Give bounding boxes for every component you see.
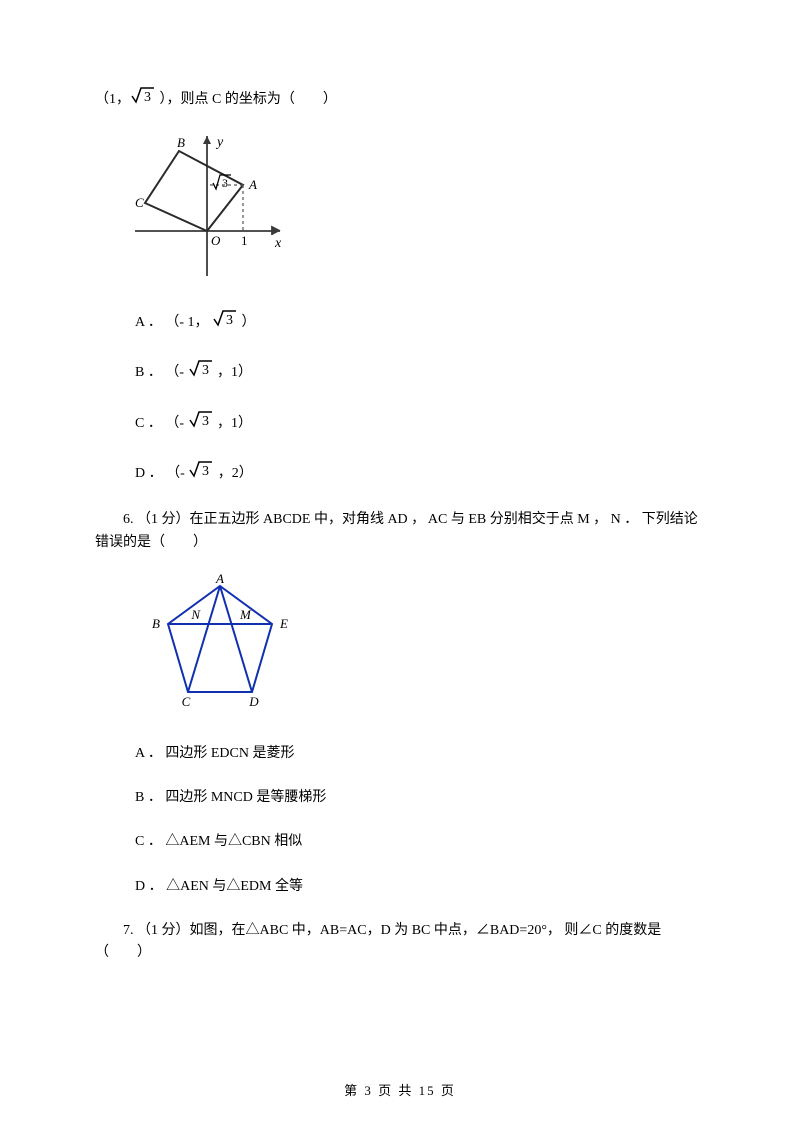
q6-option-d: D ． △AEN 与△EDM 全等 [135, 876, 705, 898]
svg-text:3: 3 [222, 176, 228, 190]
svg-text:3: 3 [202, 363, 209, 378]
sqrt3-icon: 3 [212, 308, 238, 336]
svg-text:3: 3 [202, 414, 209, 429]
svg-text:y: y [215, 135, 224, 150]
q5-option-a: A ． （- 1， 3 ） [135, 308, 705, 336]
svg-text:3: 3 [144, 90, 151, 105]
sqrt3-icon: 3 [188, 409, 214, 437]
q5-intro: （1， 3 ），则点 C 的坐标为（ ） [95, 85, 705, 113]
svg-text:B: B [152, 616, 160, 631]
q6-option-b: B ． 四边形 MNCD 是等腰梯形 [135, 787, 705, 809]
q5-intro-pre: （1， [95, 92, 130, 107]
q6-text: 6. （1 分）在正五边形 ABCDE 中，对角线 AD ， AC 与 EB 分… [95, 509, 705, 554]
svg-text:x: x [274, 236, 282, 251]
svg-text:C: C [182, 694, 191, 709]
figure-2: A B C D E M N [135, 574, 705, 722]
svg-text:E: E [279, 616, 288, 631]
sqrt3-icon: 3 [188, 459, 214, 487]
svg-text:A: A [248, 177, 257, 192]
svg-text:B: B [177, 135, 185, 150]
q5-option-b: B ． （- 3 ，1） [135, 358, 705, 386]
sqrt3-icon: 3 [130, 85, 156, 113]
sqrt3-icon: 3 [188, 358, 214, 386]
q7-text: 7. （1 分）如图，在△ABC 中，AB=AC，D 为 BC 中点，∠BAD=… [95, 920, 705, 965]
q5-option-c: C ． （- 3 ，1） [135, 409, 705, 437]
svg-text:N: N [190, 607, 201, 622]
svg-text:3: 3 [202, 464, 209, 479]
svg-text:D: D [248, 694, 259, 709]
svg-text:1: 1 [241, 233, 248, 248]
q5-option-d: D ． （- 3 ，2） [135, 459, 705, 487]
svg-text:O: O [211, 233, 221, 248]
pentagon-figure: A B C D E M N [135, 574, 305, 714]
figure-1: y x O 1 A B C 3 [135, 131, 705, 289]
q6-option-c: C ． △AEM 与△CBN 相似 [135, 831, 705, 853]
svg-text:M: M [239, 607, 252, 622]
svg-text:A: A [215, 574, 224, 586]
coord-figure: y x O 1 A B C 3 [135, 131, 285, 281]
q6-option-a: A ． 四边形 EDCN 是菱形 [135, 743, 705, 765]
svg-text:C: C [135, 195, 144, 210]
page-footer: 第 3 页 共 15 页 [0, 1081, 800, 1102]
svg-text:3: 3 [226, 313, 233, 328]
q5-intro-post: ），则点 C 的坐标为（ ） [156, 92, 337, 107]
